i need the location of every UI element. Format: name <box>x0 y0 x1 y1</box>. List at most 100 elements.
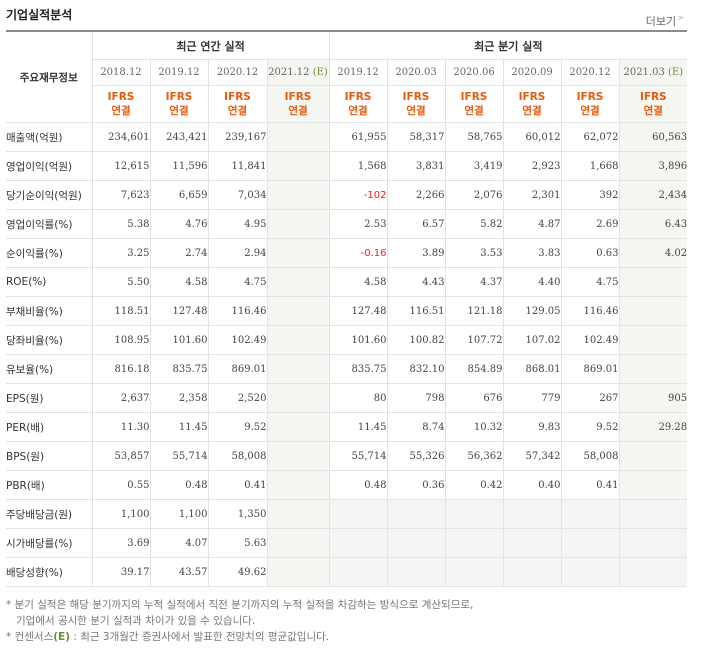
quarter-cell: 854.89 <box>444 354 504 384</box>
table-row: EPS(원) 2,637 2,358 2,520 80 798 676 779 267 905 <box>6 383 688 413</box>
quarter-cell <box>386 557 446 587</box>
table-row: 당기순이익(억원) 7,623 6,659 7,034 -102 2,266 2,076 2,… <box>6 180 688 210</box>
annual-cell: 4.75 <box>207 267 268 297</box>
quarter-cell: 0.48 <box>328 470 388 500</box>
quarter-cell <box>618 499 688 529</box>
quarter-cell: 61,955 <box>328 122 388 152</box>
quarter-cell: 2,434 <box>618 180 688 210</box>
annual-cell: 0.55 <box>91 470 151 500</box>
quarter-header: 최근 분기 실적 <box>328 30 688 60</box>
annual-cell: 11,841 <box>207 151 268 181</box>
quarter-cell: 8.74 <box>386 412 446 442</box>
annual-cell: 58,008 <box>207 441 268 471</box>
annual-cell: 43.57 <box>149 557 209 587</box>
annual-cell <box>266 267 330 297</box>
quarter-cell <box>560 557 620 587</box>
annual-cell: 39.17 <box>91 557 151 587</box>
estimate-mark: (E) <box>668 67 684 78</box>
annual-cell <box>266 441 330 471</box>
quarter-cell: 392 <box>560 180 620 210</box>
quarter-cell: 101.60 <box>328 325 388 355</box>
quarter-cell: 129.05 <box>502 296 562 326</box>
annual-cell: 4.95 <box>207 209 268 239</box>
annual-cell <box>266 557 330 587</box>
annual-cell: 0.48 <box>149 470 209 500</box>
quarter-cell: 4.37 <box>444 267 504 297</box>
quarter-cell: 3,831 <box>386 151 446 181</box>
annual-cell: 4.58 <box>149 267 209 297</box>
row-label: 당좌비율(%) <box>6 325 93 355</box>
quarter-cell: 3.83 <box>502 238 562 268</box>
annual-cell: 4.76 <box>149 209 209 239</box>
quarter-cell: 102.49 <box>560 325 620 355</box>
annual-period-0: 2018.12 <box>92 59 151 86</box>
quarter-cell: 868.01 <box>502 354 562 384</box>
annual-cell <box>266 209 330 239</box>
quarter-cell <box>618 325 688 355</box>
quarter-cell: 56,362 <box>444 441 504 471</box>
annual-cell: 2,358 <box>149 383 209 413</box>
quarter-cell <box>444 557 504 587</box>
quarter-cell <box>328 557 388 587</box>
quarter-cell: 4.02 <box>618 238 688 268</box>
table-row: 유보율(%) 816.18 835.75 869.01 835.75 832.10 854.… <box>6 354 688 384</box>
quarter-cell: 267 <box>560 383 620 413</box>
table-row: PER(배) 11.30 11.45 9.52 11.45 8.74 10.32 9.83 9.… <box>6 412 688 442</box>
quarter-cell: 2,301 <box>502 180 562 210</box>
quarter-period-2: 2020.06 <box>444 59 504 86</box>
quarter-cell: -0.16 <box>328 238 388 268</box>
quarter-cell: 107.72 <box>444 325 504 355</box>
annual-cell: 11,596 <box>149 151 209 181</box>
annual-header: 최근 연간 실적 <box>91 30 330 60</box>
quarter-ifrs-5: IFRS 연결 <box>618 85 688 123</box>
quarter-cell: 4.43 <box>386 267 446 297</box>
table-row: 당좌비율(%) 108.95 101.60 102.49 101.60 100.82 107… <box>6 325 688 355</box>
quarter-cell <box>386 499 446 529</box>
quarter-cell: -102 <box>328 180 388 210</box>
quarter-cell <box>444 499 504 529</box>
quarter-cell: 3.53 <box>444 238 504 268</box>
annual-ifrs-0: IFRS 연결 <box>92 85 151 123</box>
annual-cell <box>266 354 330 384</box>
annual-ifrs-3: IFRS 연결 <box>266 85 330 123</box>
quarter-cell: 55,714 <box>328 441 388 471</box>
table-row: 영업이익률(%) 5.38 4.76 4.95 2.53 6.57 5.82 4.87 2.69… <box>6 209 688 239</box>
row-label: BPS(원) <box>6 441 93 471</box>
quarter-cell: 3.89 <box>386 238 446 268</box>
quarter-cell: 4.75 <box>560 267 620 297</box>
quarter-cell <box>618 441 688 471</box>
table-row: 배당성향(%) 39.17 43.57 49.62 <box>6 557 688 587</box>
quarter-cell: 2,076 <box>444 180 504 210</box>
note-2: * 컨센서스(E) : 최근 3개월간 증권사에서 발표한 전망치의 평균값입니… <box>6 631 330 643</box>
quarter-cell: 116.46 <box>560 296 620 326</box>
quarter-ifrs-4: IFRS 연결 <box>560 85 620 123</box>
quarter-cell <box>618 354 688 384</box>
quarter-ifrs-3: IFRS 연결 <box>502 85 562 123</box>
row-label: ROE(%) <box>6 267 93 297</box>
quarter-cell: 4.40 <box>502 267 562 297</box>
quarter-cell: 116.51 <box>386 296 446 326</box>
quarter-cell <box>618 296 688 326</box>
annual-cell: 4.07 <box>149 528 209 558</box>
quarter-period-1: 2020.03 <box>386 59 446 86</box>
quarter-cell: 58,008 <box>560 441 620 471</box>
quarter-cell <box>444 528 504 558</box>
quarter-cell: 0.36 <box>386 470 446 500</box>
annual-cell: 243,421 <box>149 122 209 152</box>
quarter-cell: 60,563 <box>618 122 688 152</box>
estimate-mark: (E) <box>312 67 328 78</box>
table-row: 부채비율(%) 118.51 127.48 116.46 127.48 116.51 121… <box>6 296 688 326</box>
quarter-period-5: 2021.03 (E) <box>618 59 688 86</box>
annual-cell <box>266 499 330 529</box>
more-link[interactable]: 더보기 > <box>646 13 684 29</box>
annual-cell <box>266 470 330 500</box>
annual-cell: 11.30 <box>91 412 151 442</box>
quarter-ifrs-1: IFRS 연결 <box>386 85 446 123</box>
annual-cell: 9.52 <box>207 412 268 442</box>
quarter-cell: 2.53 <box>328 209 388 239</box>
financial-table: 주요재무정보 최근 연간 실적 최근 분기 실적 2018.12 2019.12 2… <box>6 30 688 587</box>
annual-cell: 869.01 <box>207 354 268 384</box>
row-label: 배당성향(%) <box>6 557 93 587</box>
table-row: ROE(%) 5.50 4.58 4.75 4.58 4.43 4.37 4.40 4.75 <box>6 267 688 297</box>
annual-ifrs-2: IFRS 연결 <box>207 85 268 123</box>
